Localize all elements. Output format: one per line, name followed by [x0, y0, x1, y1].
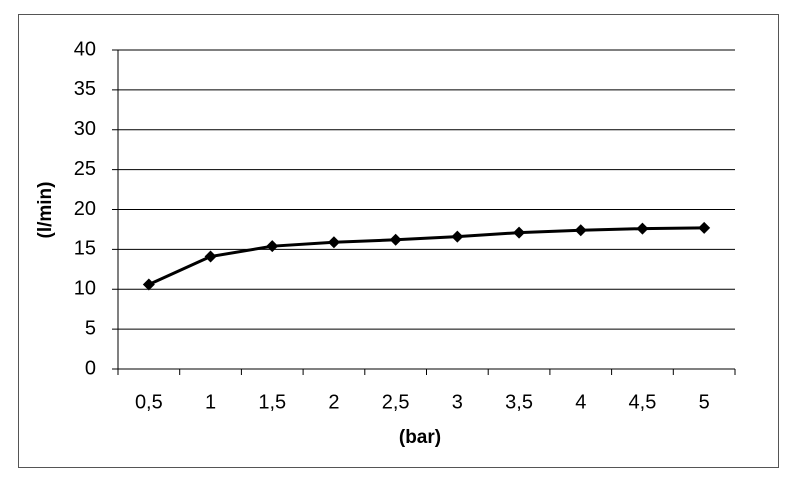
y-tick-label: 30 [74, 118, 96, 140]
x-tick-label: 3 [452, 391, 463, 413]
x-tick-label: 2 [328, 391, 339, 413]
data-line [148, 226, 705, 286]
y-axis-title: (l/min) [35, 182, 56, 239]
y-tick-label: 15 [74, 238, 96, 260]
y-tick-label: 20 [74, 198, 96, 220]
data-marker [327, 236, 340, 249]
y-tick-label: 10 [74, 278, 96, 300]
y-tick-label: 40 [74, 38, 96, 60]
x-tick-label: 4,5 [629, 391, 657, 413]
y-tick-label: 35 [74, 78, 96, 100]
y-tick-label: 0 [85, 357, 96, 379]
data-marker [574, 224, 587, 237]
data-marker [266, 240, 279, 253]
x-tick-label: 1,5 [258, 391, 286, 413]
x-axis-title: (bar) [399, 427, 441, 448]
data-marker [451, 230, 464, 243]
data-marker [142, 278, 155, 291]
y-tick-label: 25 [74, 158, 96, 180]
x-tick-label: 1 [205, 391, 216, 413]
x-tick-label: 2,5 [382, 391, 410, 413]
data-marker [513, 226, 526, 239]
x-tick-label: 4 [575, 391, 586, 413]
x-tick-label: 3,5 [505, 391, 533, 413]
data-marker [636, 222, 649, 235]
y-tick-label: 5 [85, 317, 96, 339]
data-marker [389, 233, 402, 246]
data-marker [698, 221, 711, 234]
x-tick-label: 5 [699, 391, 710, 413]
x-tick-label: 0,5 [135, 391, 163, 413]
data-marker [204, 250, 217, 263]
